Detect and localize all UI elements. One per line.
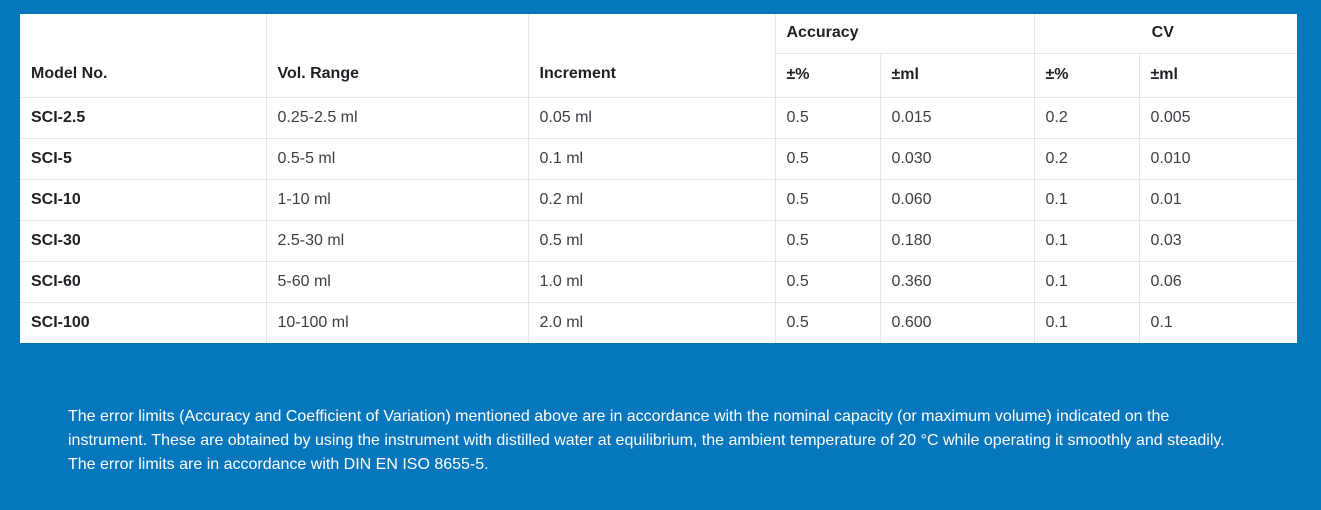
cell-cv-ml: 0.005 bbox=[1139, 97, 1298, 139]
cell-accuracy-ml: 0.180 bbox=[880, 220, 1035, 262]
cell-cv-pct: 0.1 bbox=[1034, 220, 1140, 262]
cell-model: SCI-60 bbox=[20, 261, 267, 303]
table-row: SCI-2.5 0.25-2.5 ml 0.05 ml 0.5 0.015 0.… bbox=[20, 97, 1298, 139]
cell-vol-range: 0.25-2.5 ml bbox=[266, 97, 529, 139]
table-subheader-row: ±% ±ml ±% ±ml bbox=[20, 53, 1298, 98]
cell-accuracy-pct: 0.5 bbox=[775, 261, 881, 303]
cell-model: SCI-100 bbox=[20, 302, 267, 343]
table-body: SCI-2.5 0.25-2.5 ml 0.05 ml 0.5 0.015 0.… bbox=[20, 97, 1298, 343]
col-header-accuracy-ml: ±ml bbox=[880, 53, 1035, 98]
cell-accuracy-ml: 0.060 bbox=[880, 179, 1035, 221]
cell-increment: 2.0 ml bbox=[528, 302, 776, 343]
cell-vol-range: 1-10 ml bbox=[266, 179, 529, 221]
cell-increment: 0.05 ml bbox=[528, 97, 776, 139]
cell-cv-pct: 0.1 bbox=[1034, 302, 1140, 343]
table-row: SCI-30 2.5-30 ml 0.5 ml 0.5 0.180 0.1 0.… bbox=[20, 220, 1298, 262]
cell-cv-ml: 0.03 bbox=[1139, 220, 1298, 262]
cell-vol-range: 5-60 ml bbox=[266, 261, 529, 303]
col-header-cv-ml: ±ml bbox=[1139, 53, 1298, 98]
cell-accuracy-ml: 0.360 bbox=[880, 261, 1035, 303]
table-row: SCI-5 0.5-5 ml 0.1 ml 0.5 0.030 0.2 0.01… bbox=[20, 138, 1298, 180]
cell-accuracy-pct: 0.5 bbox=[775, 302, 881, 343]
cell-vol-range: 10-100 ml bbox=[266, 302, 529, 343]
note-line-1: The error limits (Accuracy and Coefficie… bbox=[68, 408, 1170, 425]
cell-increment: 0.1 ml bbox=[528, 138, 776, 180]
cell-accuracy-ml: 0.015 bbox=[880, 97, 1035, 139]
group-header-accuracy: Accuracy bbox=[775, 14, 1035, 54]
cell-accuracy-ml: 0.600 bbox=[880, 302, 1035, 343]
cell-cv-ml: 0.010 bbox=[1139, 138, 1298, 180]
cell-cv-ml: 0.06 bbox=[1139, 261, 1298, 303]
cell-cv-ml: 0.1 bbox=[1150, 313, 1173, 331]
cell-model: SCI-30 bbox=[20, 220, 267, 262]
spec-table: Model No. Vol. Range Increment Accuracy … bbox=[20, 14, 1298, 343]
cell-accuracy-pct: 0.5 bbox=[775, 179, 881, 221]
error-limits-note: The error limits (Accuracy and Coefficie… bbox=[68, 405, 1225, 477]
cell-increment: 1.0 ml bbox=[528, 261, 776, 303]
col-header-increment: Increment bbox=[528, 14, 776, 98]
group-header-cv: CV bbox=[1034, 14, 1298, 54]
cell-vol-range: 0.5-5 ml bbox=[266, 138, 529, 180]
table-row: SCI-10 1-10 ml 0.2 ml 0.5 0.060 0.1 0.01 bbox=[20, 179, 1298, 221]
cell-cv-pct: 0.2 bbox=[1034, 138, 1140, 180]
spec-table-container: Model No. Vol. Range Increment Accuracy … bbox=[20, 14, 1298, 343]
cell-cv-pct: 0.1 bbox=[1034, 179, 1140, 221]
table-row: SCI-100 10-100 ml 2.0 ml 0.5 0.600 0.1 0… bbox=[20, 302, 1297, 343]
table-row: SCI-60 5-60 ml 1.0 ml 0.5 0.360 0.1 0.06 bbox=[20, 261, 1298, 303]
col-header-model-no: Model No. bbox=[20, 14, 267, 98]
cell-model: SCI-5 bbox=[20, 138, 267, 180]
cell-model: SCI-2.5 bbox=[20, 97, 267, 139]
cell-vol-range: 2.5-30 ml bbox=[266, 220, 529, 262]
col-header-vol-range: Vol. Range bbox=[266, 14, 529, 98]
note-line-2: instrument. These are obtained by using … bbox=[68, 432, 1225, 449]
table-header: Model No. Vol. Range Increment Accuracy … bbox=[20, 14, 1298, 98]
note-line-3: The error limits are in accordance with … bbox=[68, 456, 489, 473]
cell-accuracy-pct: 0.5 bbox=[775, 220, 881, 262]
cell-cv-pct: 0.2 bbox=[1034, 97, 1140, 139]
cell-accuracy-pct: 0.5 bbox=[775, 97, 881, 139]
cell-accuracy-ml: 0.030 bbox=[880, 138, 1035, 180]
col-header-cv-pct: ±% bbox=[1034, 53, 1140, 98]
cell-accuracy-pct: 0.5 bbox=[775, 138, 881, 180]
cell-model: SCI-10 bbox=[20, 179, 267, 221]
cell-cv-pct: 0.1 bbox=[1034, 261, 1140, 303]
cell-increment: 0.5 ml bbox=[528, 220, 776, 262]
cell-cv-ml: 0.01 bbox=[1139, 179, 1298, 221]
table-group-header-row: Model No. Vol. Range Increment Accuracy … bbox=[20, 14, 1298, 98]
col-header-accuracy-pct: ±% bbox=[775, 53, 881, 98]
cell-increment: 0.2 ml bbox=[528, 179, 776, 221]
